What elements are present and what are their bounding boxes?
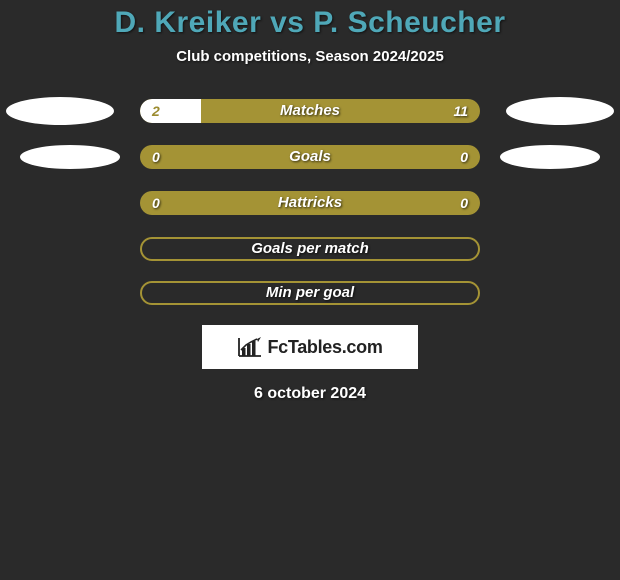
stat-row-hattricks: 0 Hattricks 0 bbox=[0, 191, 620, 217]
brand-box: FcTables.com bbox=[202, 325, 418, 369]
player-left-ellipse bbox=[6, 97, 114, 125]
page-title: D. Kreiker vs P. Scheucher bbox=[0, 6, 620, 40]
stat-row-matches: 2 Matches 11 bbox=[0, 99, 620, 125]
stat-label: Goals bbox=[140, 145, 480, 169]
chart-icon bbox=[237, 336, 263, 358]
stat-label: Matches bbox=[140, 99, 480, 123]
date-text: 6 october 2024 bbox=[0, 385, 620, 403]
player-right-ellipse bbox=[506, 97, 614, 125]
stat-label: Hattricks bbox=[140, 191, 480, 215]
stat-right-value: 0 bbox=[460, 191, 468, 215]
stat-label: Goals per match bbox=[142, 239, 478, 259]
stat-row-gpm: Goals per match bbox=[140, 237, 480, 261]
stat-row-goals: 0 Goals 0 bbox=[0, 145, 620, 171]
stat-right-value: 11 bbox=[453, 99, 468, 123]
stat-row-mpg: Min per goal bbox=[140, 281, 480, 305]
comparison-card: D. Kreiker vs P. Scheucher Club competit… bbox=[0, 0, 620, 580]
stat-label: Min per goal bbox=[142, 283, 478, 303]
player-right-ellipse bbox=[500, 145, 600, 169]
stat-bar: 0 Hattricks 0 bbox=[140, 191, 480, 215]
brand-inner: FcTables.com bbox=[237, 336, 382, 358]
stat-bar: 2 Matches 11 bbox=[140, 99, 480, 123]
player-left-ellipse bbox=[20, 145, 120, 169]
stat-bar: 0 Goals 0 bbox=[140, 145, 480, 169]
subtitle: Club competitions, Season 2024/2025 bbox=[0, 48, 620, 65]
stat-right-value: 0 bbox=[460, 145, 468, 169]
brand-text: FcTables.com bbox=[267, 337, 382, 358]
